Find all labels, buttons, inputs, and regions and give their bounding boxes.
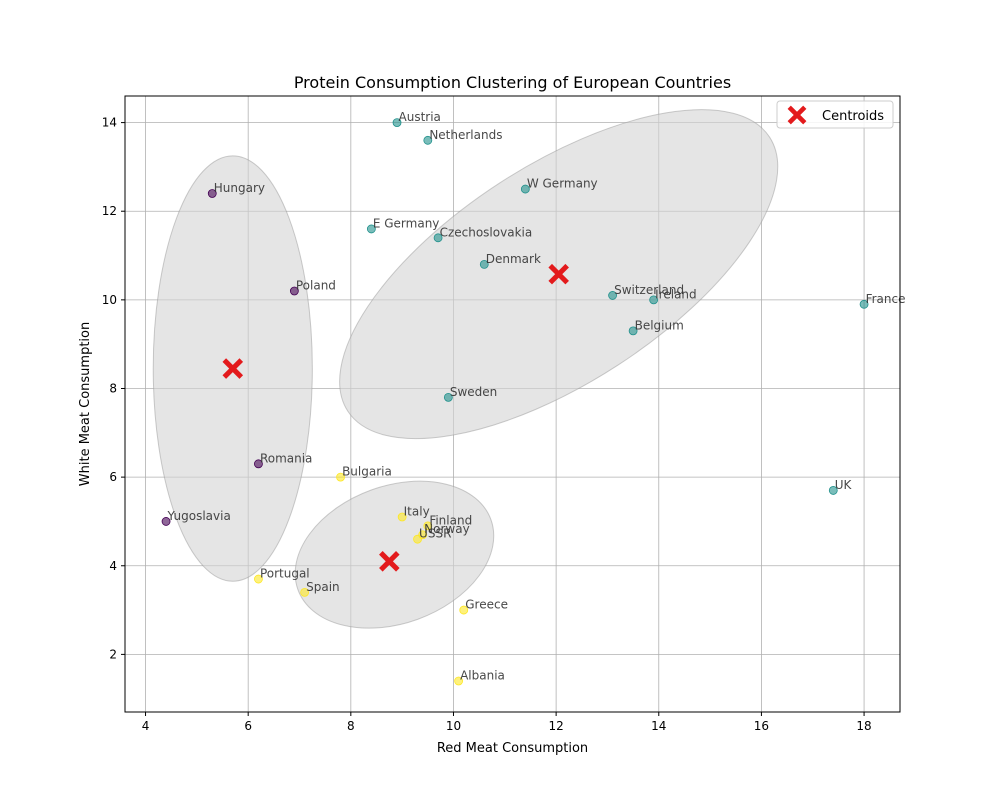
point-label: Portugal [260, 567, 310, 581]
data-point [454, 676, 464, 686]
y-axis-label: White Meat Consumption [78, 322, 93, 486]
data-point [443, 392, 453, 402]
point-label: Romania [260, 451, 312, 465]
data-point [366, 224, 376, 234]
data-point [608, 291, 617, 300]
point-label: USSR [419, 527, 451, 541]
point-label: Belgium [635, 318, 684, 332]
centroid-legend-x [787, 105, 807, 125]
y-tick-label: 2 [109, 647, 117, 661]
centroids [222, 263, 569, 572]
data-point [300, 587, 310, 597]
y-tick-label: 14 [102, 116, 117, 130]
point-label: Finland [429, 513, 472, 527]
point-label: Sweden [450, 385, 497, 399]
point-label: Switzerland [614, 283, 684, 297]
point-label: Czechoslovakia [440, 225, 533, 239]
plot-frame [124, 95, 901, 713]
data-point [520, 184, 530, 194]
y-tick-label: 4 [109, 559, 117, 573]
point-label: Spain [306, 580, 340, 594]
data-point [161, 517, 171, 526]
legend: Centroids [776, 100, 894, 129]
data-point [254, 459, 263, 469]
x-tick-label: 10 [446, 719, 461, 733]
x-tick-label: 4 [142, 719, 150, 733]
point-label: Greece [465, 598, 508, 612]
x-tick-label: 18 [856, 719, 871, 733]
x-tick-label: 14 [651, 719, 666, 733]
centroid-marker [548, 263, 569, 285]
centroid-stroke [379, 551, 400, 572]
point-label: Italy [404, 505, 430, 519]
point-label: France [866, 292, 906, 306]
point-label: Bulgaria [342, 465, 392, 479]
data-point [459, 605, 469, 615]
x-tick-label: 16 [754, 719, 769, 733]
centroid-marker [379, 551, 400, 572]
data-point [397, 512, 407, 522]
y-tick-label: 12 [102, 204, 117, 218]
data-point [392, 118, 402, 127]
point-label: Yugoslavia [167, 509, 231, 523]
data-point [479, 260, 489, 269]
point-label: Poland [296, 278, 336, 292]
point-label: Netherlands [429, 128, 502, 142]
axis-ticks: 4 6 8 10 12 14 16 18 2 4 6 8 10 12 14 [102, 116, 872, 733]
point-label: Norway [424, 522, 470, 536]
data-point [423, 521, 433, 531]
centroid-stroke [787, 105, 807, 125]
y-tick-label: 6 [109, 470, 117, 484]
data-point [336, 472, 345, 482]
centroid-stroke [222, 358, 244, 379]
legend-label-centroids: Centroids [822, 109, 884, 124]
point-label: Ireland [655, 287, 697, 301]
data-point [423, 135, 433, 145]
legend-centroid-marker [787, 105, 807, 125]
data-point [649, 295, 659, 305]
point-label: Hungary [214, 181, 265, 195]
point-label: UK [835, 478, 853, 492]
point-label: Austria [399, 110, 441, 124]
point-label: W Germany [527, 177, 598, 191]
data-point [413, 534, 422, 544]
data-point [628, 326, 638, 336]
centroid-stroke [548, 263, 569, 285]
data-point [859, 299, 869, 309]
data-point [828, 486, 838, 495]
chart-title: Protein Consumption Clustering of Europe… [294, 73, 731, 92]
point-labels: Austria Netherlands W Germany E GermanyCzec… [167, 110, 906, 682]
x-tick-label: 12 [548, 719, 563, 733]
y-tick-label: 10 [102, 293, 117, 307]
point-label: E Germany [373, 216, 440, 230]
x-tick-label: 8 [347, 719, 355, 733]
point-label: Albania [460, 668, 505, 682]
data-point [433, 233, 443, 243]
x-axis-label: Red Meat Consumption [437, 741, 588, 756]
data-point [289, 286, 299, 296]
data-point [207, 189, 217, 198]
point-label: Denmark [486, 252, 541, 266]
centroid-marker [222, 358, 244, 379]
x-tick-label: 6 [244, 719, 252, 733]
data-points [161, 118, 869, 686]
data-point [254, 574, 263, 584]
y-tick-label: 8 [109, 381, 117, 395]
